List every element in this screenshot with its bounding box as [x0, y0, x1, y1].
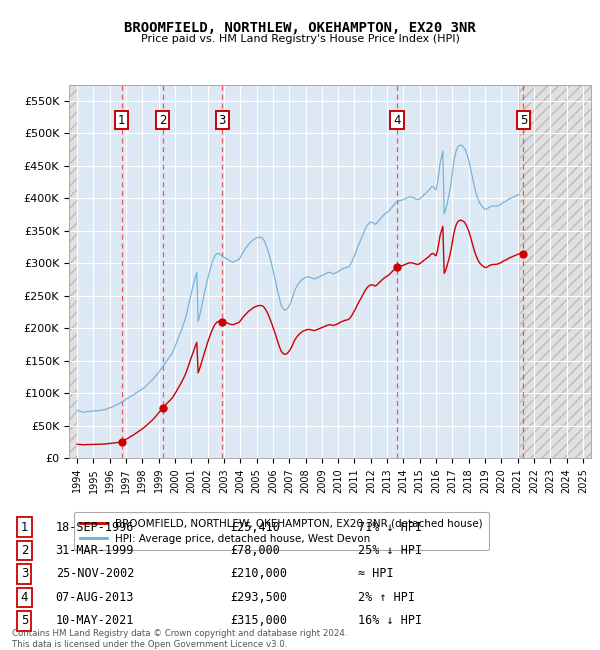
Text: 1: 1 — [118, 114, 125, 127]
Text: 2: 2 — [21, 544, 28, 557]
Text: 71% ↓ HPI: 71% ↓ HPI — [358, 521, 422, 534]
Text: 07-AUG-2013: 07-AUG-2013 — [56, 591, 134, 604]
Text: 31-MAR-1999: 31-MAR-1999 — [56, 544, 134, 557]
Text: 10-MAY-2021: 10-MAY-2021 — [56, 614, 134, 627]
Text: ≈ HPI: ≈ HPI — [358, 567, 394, 580]
Text: 16% ↓ HPI: 16% ↓ HPI — [358, 614, 422, 627]
Text: 3: 3 — [21, 567, 28, 580]
Text: 4: 4 — [21, 591, 28, 604]
Text: 5: 5 — [520, 114, 527, 127]
Text: 5: 5 — [21, 614, 28, 627]
Text: Price paid vs. HM Land Registry's House Price Index (HPI): Price paid vs. HM Land Registry's House … — [140, 34, 460, 44]
Text: £25,410: £25,410 — [230, 521, 280, 534]
Text: 25% ↓ HPI: 25% ↓ HPI — [358, 544, 422, 557]
Text: 2: 2 — [159, 114, 167, 127]
Text: £293,500: £293,500 — [230, 591, 287, 604]
Text: £210,000: £210,000 — [230, 567, 287, 580]
Text: 3: 3 — [218, 114, 226, 127]
Text: 4: 4 — [393, 114, 401, 127]
Text: £315,000: £315,000 — [230, 614, 287, 627]
Text: 18-SEP-1996: 18-SEP-1996 — [56, 521, 134, 534]
Text: Contains HM Land Registry data © Crown copyright and database right 2024.
This d: Contains HM Land Registry data © Crown c… — [12, 629, 347, 649]
Bar — [69, 84, 77, 458]
Text: BROOMFIELD, NORTHLEW, OKEHAMPTON, EX20 3NR: BROOMFIELD, NORTHLEW, OKEHAMPTON, EX20 3… — [124, 21, 476, 35]
Legend: BROOMFIELD, NORTHLEW, OKEHAMPTON, EX20 3NR (detached house), HPI: Average price,: BROOMFIELD, NORTHLEW, OKEHAMPTON, EX20 3… — [74, 512, 489, 550]
Text: 1: 1 — [21, 521, 28, 534]
Text: 2% ↑ HPI: 2% ↑ HPI — [358, 591, 415, 604]
Bar — [519, 84, 591, 458]
Text: 25-NOV-2002: 25-NOV-2002 — [56, 567, 134, 580]
Text: £78,000: £78,000 — [230, 544, 280, 557]
